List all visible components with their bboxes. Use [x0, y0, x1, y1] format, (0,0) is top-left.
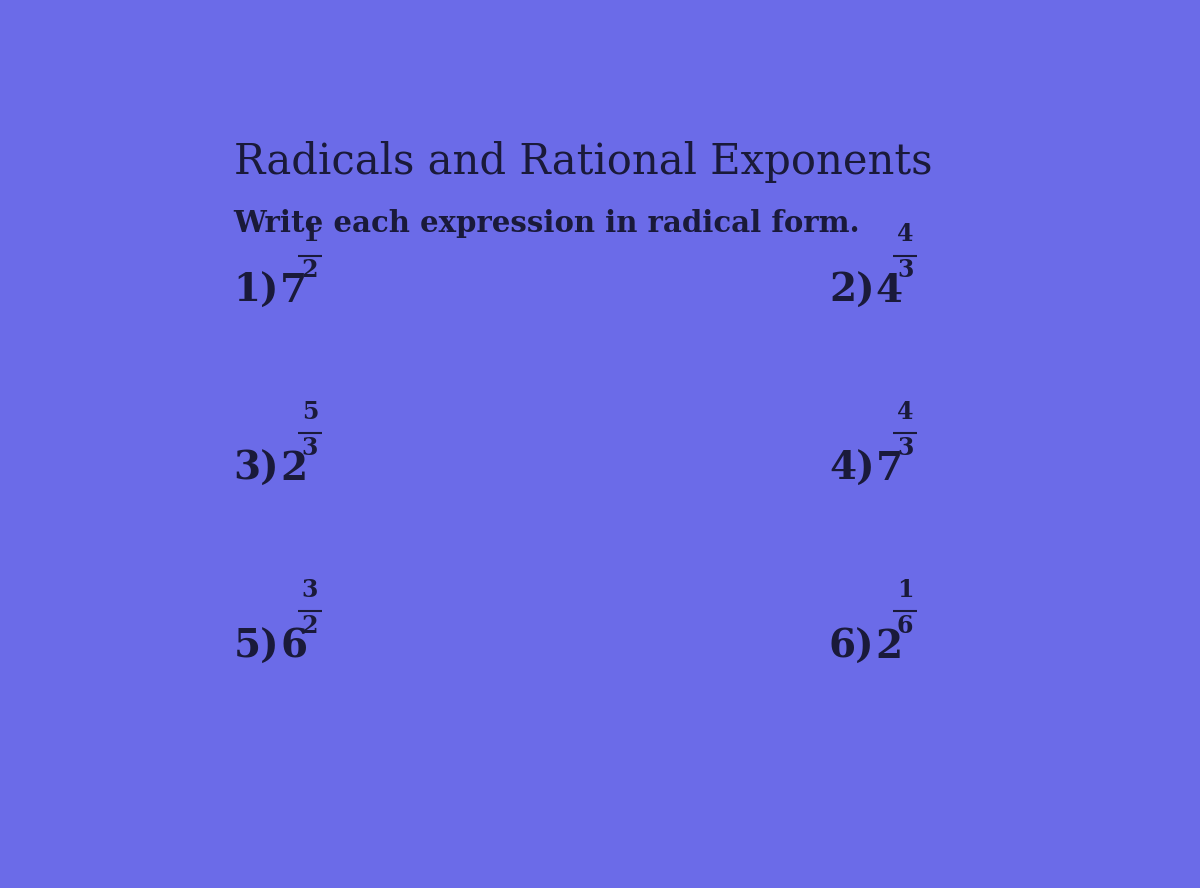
Text: 2: 2 — [301, 614, 318, 638]
Text: 1: 1 — [896, 577, 913, 601]
Text: 4: 4 — [876, 273, 902, 310]
Text: 2): 2) — [829, 273, 875, 310]
Text: 5: 5 — [301, 400, 318, 424]
Text: 2: 2 — [301, 258, 318, 282]
Text: 7: 7 — [281, 273, 307, 310]
Text: 3: 3 — [301, 577, 318, 601]
Text: 5): 5) — [234, 628, 280, 666]
Text: 7: 7 — [876, 450, 902, 488]
Text: 3): 3) — [234, 450, 280, 488]
Text: 3: 3 — [896, 436, 913, 460]
Text: 1): 1) — [234, 273, 280, 310]
Text: 6: 6 — [281, 628, 307, 666]
Text: Radicals and Rational Exponents: Radicals and Rational Exponents — [234, 141, 932, 183]
Text: 6: 6 — [896, 614, 913, 638]
Text: 1: 1 — [301, 222, 318, 246]
Text: 4: 4 — [896, 222, 913, 246]
Text: Write each expression in radical form.: Write each expression in radical form. — [234, 210, 860, 238]
Text: 6): 6) — [829, 628, 875, 666]
Text: 2: 2 — [876, 628, 902, 666]
Text: 4): 4) — [829, 450, 875, 488]
Text: 2: 2 — [281, 450, 307, 488]
Text: 3: 3 — [896, 258, 913, 282]
Text: 3: 3 — [301, 436, 318, 460]
Text: 4: 4 — [896, 400, 913, 424]
